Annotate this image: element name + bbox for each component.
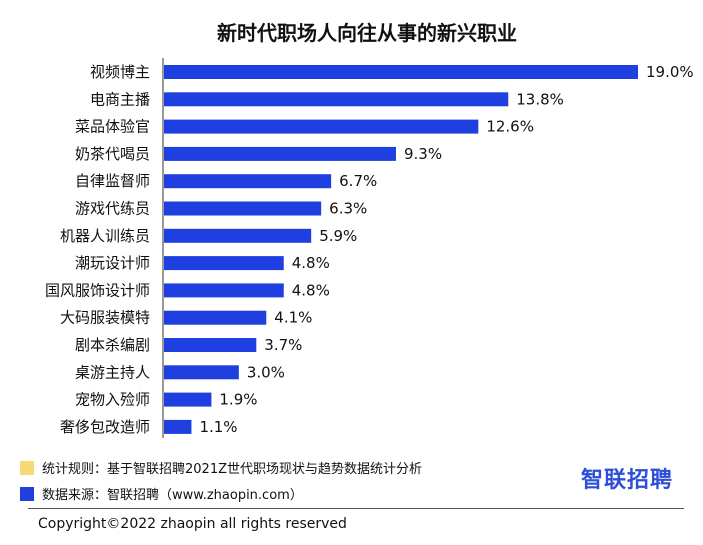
- legend-note: 统计规则：基于智联招聘2021Z世代职场现状与趋势数据统计分析: [20, 458, 422, 477]
- value-label: 12.6%: [486, 118, 534, 136]
- bar: [164, 92, 509, 107]
- category-label: 潮玩设计师: [75, 254, 150, 272]
- footer-divider: [28, 508, 684, 509]
- category-label: 电商主播: [90, 90, 150, 108]
- bar: [164, 338, 257, 352]
- category-label: 桌游主持人: [75, 363, 150, 381]
- bar: [164, 419, 192, 434]
- bar: [164, 119, 479, 134]
- bar: [164, 174, 332, 189]
- category-label: 国风服饰设计师: [45, 281, 150, 299]
- bar: [164, 228, 312, 243]
- legend-source: 数据来源：智联招聘（www.zhaopin.com）: [20, 484, 303, 503]
- bar: [164, 392, 212, 407]
- bar: [164, 283, 284, 298]
- category-label: 奶茶代喝员: [75, 145, 150, 163]
- legend-note-swatch: [20, 460, 34, 475]
- value-label: 1.1%: [199, 418, 237, 436]
- category-label: 奢侈包改造师: [60, 418, 150, 436]
- category-label: 大码服装模特: [60, 309, 150, 327]
- value-label: 6.7%: [339, 172, 377, 190]
- bar: [164, 256, 284, 271]
- value-label: 3.0%: [247, 363, 285, 381]
- category-label: 视频博主: [90, 63, 150, 81]
- value-label: 5.9%: [319, 227, 357, 245]
- legend-note-text: 统计规则：基于智联招聘2021Z世代职场现状与趋势数据统计分析: [42, 462, 422, 477]
- value-label: 1.9%: [219, 391, 257, 409]
- bar: [164, 310, 267, 325]
- bar: [164, 201, 322, 216]
- category-label: 自律监督师: [75, 172, 150, 190]
- category-label: 游戏代练员: [75, 200, 150, 218]
- chart-title: 新时代职场人向往从事的新兴职业: [217, 21, 517, 45]
- value-label: 4.8%: [292, 281, 330, 299]
- value-label: 19.0%: [646, 63, 694, 81]
- value-label: 6.3%: [329, 200, 367, 218]
- zhaopin-logo: 智联招聘: [580, 468, 673, 493]
- value-label: 4.8%: [292, 254, 330, 272]
- category-label: 菜品体验官: [75, 118, 150, 136]
- bar: [164, 146, 397, 161]
- value-label: 3.7%: [264, 336, 302, 354]
- bar: [164, 65, 638, 79]
- copyright-text: Copyright©2022 zhaopin all rights reserv…: [38, 516, 347, 532]
- category-label: 宠物入殓师: [75, 391, 150, 409]
- value-label: 4.1%: [274, 309, 312, 327]
- category-label: 机器人训练员: [60, 227, 150, 245]
- legend-source-text: 数据来源：智联招聘（www.zhaopin.com）: [42, 488, 303, 503]
- value-label: 13.8%: [516, 90, 564, 108]
- bar: [164, 365, 239, 380]
- value-label: 9.3%: [404, 145, 442, 163]
- category-label: 剧本杀编剧: [75, 336, 150, 354]
- legend-source-swatch: [20, 486, 34, 501]
